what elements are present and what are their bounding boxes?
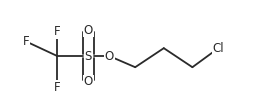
Text: Cl: Cl (213, 42, 224, 55)
Text: S: S (85, 50, 92, 62)
Text: O: O (105, 50, 114, 62)
Text: F: F (54, 81, 61, 94)
Text: F: F (54, 25, 61, 38)
Text: F: F (23, 35, 29, 48)
Text: O: O (84, 24, 93, 37)
Text: O: O (84, 75, 93, 88)
